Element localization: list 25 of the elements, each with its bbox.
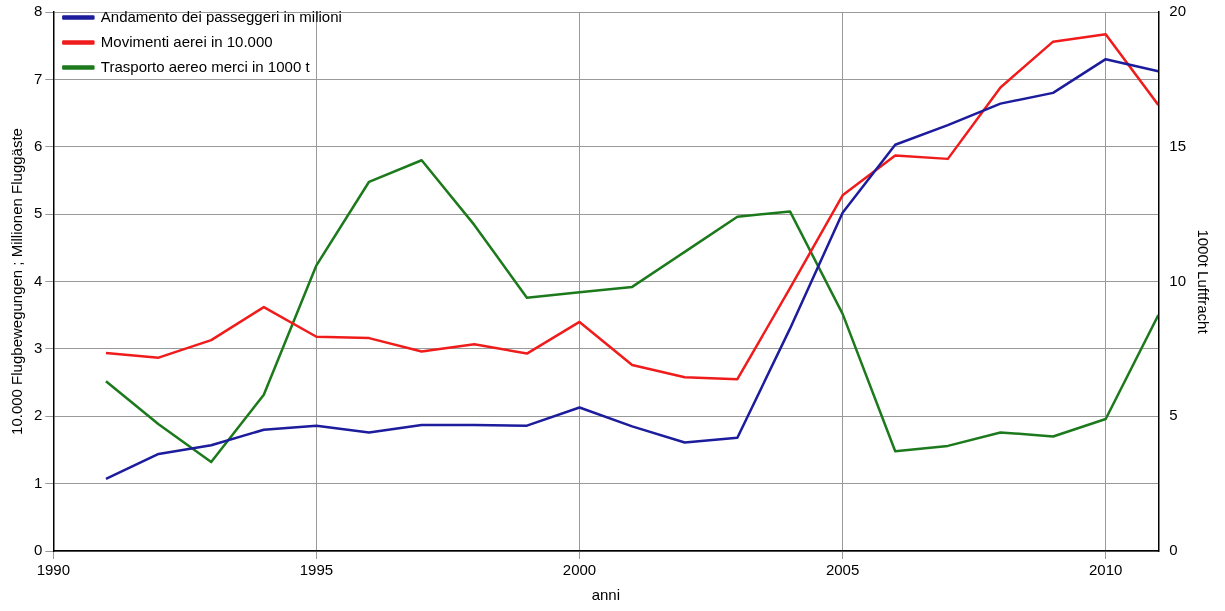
y-tick-label: 5 (34, 204, 43, 222)
x-axis-title: anni (591, 586, 621, 604)
y-tick-label: 1 (34, 473, 43, 491)
y-axis-title: 10.000 Flugbewegungen ; Millionen Fluggäste (8, 128, 26, 435)
x-tick-label: 1995 (299, 561, 334, 579)
y2-tick-label: 10 (1169, 271, 1186, 289)
y2-tick-label: 20 (1169, 2, 1186, 20)
y-tick-label: 0 (34, 541, 43, 559)
y2-tick-label: 5 (1169, 406, 1178, 424)
y-tick-label: 2 (34, 406, 43, 424)
y-tick-label: 8 (34, 2, 43, 20)
y-tick-label: 7 (34, 69, 43, 87)
legend-label: Movimenti aerei in 10.000 (100, 32, 273, 50)
y-tick-label: 4 (34, 271, 43, 289)
y-tick-label: 3 (34, 339, 43, 357)
legend-label: Trasporto aereo merci in 1000 t (100, 57, 311, 75)
y2-tick-label: 15 (1169, 136, 1186, 154)
y-tick-label: 6 (34, 136, 43, 154)
x-tick-label: 2000 (562, 561, 597, 579)
x-tick-label: 1990 (36, 561, 71, 579)
legend-label: Andamento dei passeggeri in milioni (100, 7, 342, 25)
y2-axis-title: 1000t Luftfracht (1194, 229, 1212, 335)
y2-tick-label: 0 (1169, 541, 1178, 559)
x-tick-label: 2010 (1089, 561, 1123, 579)
x-tick-label: 2005 (825, 561, 860, 579)
